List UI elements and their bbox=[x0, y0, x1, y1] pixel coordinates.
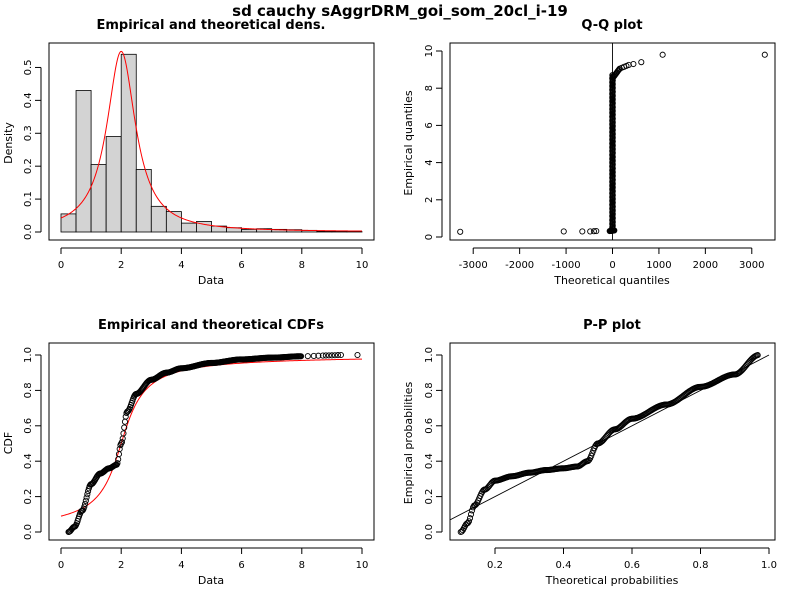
density-y-label: Density bbox=[2, 122, 15, 164]
qq-x-label: Theoretical quantiles bbox=[553, 274, 670, 287]
histogram-bar bbox=[151, 206, 166, 232]
histogram-bar bbox=[181, 223, 196, 232]
qq-x-tick-label: -3000 bbox=[459, 260, 488, 271]
density-y-tick-label: 0.2 bbox=[23, 158, 34, 174]
pp-y-label: Empirical probabilities bbox=[402, 382, 415, 505]
density-x-tick-label: 8 bbox=[299, 260, 305, 271]
histogram-bar bbox=[317, 231, 332, 232]
qq-x-tick-label: -2000 bbox=[505, 260, 534, 271]
qq-y-tick-label: 10 bbox=[424, 45, 435, 58]
cdf-point bbox=[122, 419, 127, 424]
cdf-y-tick-label: 0.8 bbox=[23, 382, 34, 398]
density-y-tick-label: 0.3 bbox=[23, 125, 34, 141]
cdf-y-tick-label: 0.0 bbox=[23, 524, 34, 540]
qq-y-tick-label: 6 bbox=[424, 122, 435, 128]
cdf-y-tick-label: 1.0 bbox=[23, 347, 34, 363]
density-x-tick-label: 0 bbox=[58, 260, 64, 271]
pp-x-tick-label: 0.2 bbox=[487, 560, 503, 571]
qq-y-label: Empirical quantiles bbox=[402, 90, 415, 195]
density-y-tick-label: 0.0 bbox=[23, 224, 34, 240]
cdf-y-tick-label: 0.6 bbox=[23, 418, 34, 434]
density-y-tick-label: 0.1 bbox=[23, 191, 34, 207]
histogram-bar bbox=[91, 165, 106, 232]
pp-x-label: Theoretical probabilities bbox=[545, 574, 679, 587]
density-x-label: Data bbox=[198, 274, 224, 287]
density-x-tick-label: 10 bbox=[356, 260, 369, 271]
qq-y-tick-label: 2 bbox=[424, 197, 435, 203]
pp-y-tick-label: 0.4 bbox=[424, 453, 435, 469]
pp-x-tick-label: 0.6 bbox=[624, 560, 640, 571]
histogram-bar bbox=[242, 229, 257, 232]
pp-x-tick-label: 0.4 bbox=[556, 560, 572, 571]
pp-y-tick-label: 0.6 bbox=[424, 418, 435, 434]
cdf-y-label: CDF bbox=[2, 432, 15, 454]
cdf-x-tick-label: 8 bbox=[299, 560, 305, 571]
qq-x-tick-label: -1000 bbox=[552, 260, 581, 271]
cdf-x-tick-label: 2 bbox=[118, 560, 124, 571]
qq-panel: Q-Q plot Theoretical quantiles Empirical… bbox=[402, 18, 775, 287]
pp-y-tick-label: 0.0 bbox=[424, 524, 435, 540]
cdf-y-tick-label: 0.4 bbox=[23, 453, 34, 469]
pp-title: P-P plot bbox=[583, 318, 641, 333]
density-x-tick-label: 2 bbox=[118, 260, 124, 271]
cdf-point bbox=[355, 352, 360, 357]
histogram-bar bbox=[332, 231, 347, 232]
cdf-x-tick-label: 4 bbox=[178, 560, 184, 571]
histogram-bar bbox=[76, 90, 91, 232]
pp-y-tick-label: 0.8 bbox=[424, 382, 435, 398]
qq-x-tick-label: 2000 bbox=[693, 260, 718, 271]
cauchy-cdf-curve bbox=[61, 359, 362, 516]
cdf-x-tick-label: 0 bbox=[58, 560, 64, 571]
pp-plot-frame bbox=[450, 343, 775, 540]
histogram-bar bbox=[106, 137, 121, 232]
qq-outlier-point bbox=[458, 229, 463, 234]
density-x-tick-label: 4 bbox=[178, 260, 184, 271]
pp-x-tick-label: 1.0 bbox=[761, 560, 777, 571]
qq-y-tick-label: 4 bbox=[424, 159, 435, 165]
qq-x-tick-label: 3000 bbox=[739, 260, 764, 271]
density-title: Empirical and theoretical dens. bbox=[96, 18, 325, 33]
pp-y-tick-label: 1.0 bbox=[424, 347, 435, 363]
histogram-bar bbox=[136, 169, 151, 232]
qq-outlier-point bbox=[660, 52, 665, 57]
qq-x-tick-label: 1000 bbox=[646, 260, 671, 271]
cdf-x-tick-label: 10 bbox=[356, 560, 369, 571]
cdf-panel: Empirical and theoretical CDFs Data CDF … bbox=[2, 318, 374, 587]
pp-y-tick-label: 0.2 bbox=[424, 489, 435, 505]
cdf-y-tick-label: 0.2 bbox=[23, 489, 34, 505]
cdf-point bbox=[123, 414, 128, 419]
cdf-point bbox=[305, 354, 310, 359]
qq-x-tick-label: 0 bbox=[609, 260, 615, 271]
pp-x-tick-label: 0.8 bbox=[693, 560, 709, 571]
density-x-tick-label: 6 bbox=[238, 260, 244, 271]
qq-outlier-point bbox=[580, 229, 585, 234]
qq-outlier-point bbox=[762, 52, 767, 57]
density-y-tick-label: 0.4 bbox=[23, 92, 34, 108]
density-y-tick-label: 0.5 bbox=[23, 60, 34, 76]
pp-panel: P-P plot Theoretical probabilities Empir… bbox=[402, 318, 777, 587]
qq-y-tick-label: 8 bbox=[424, 85, 435, 91]
qq-y-tick-label: 0 bbox=[424, 234, 435, 240]
qq-title: Q-Q plot bbox=[581, 18, 642, 33]
qq-outlier-point bbox=[639, 60, 644, 65]
qq-outlier-point bbox=[561, 229, 566, 234]
cdf-x-label: Data bbox=[198, 574, 224, 587]
density-panel: Empirical and theoretical dens. Data Den… bbox=[2, 18, 374, 287]
cdf-x-tick-label: 6 bbox=[238, 560, 244, 571]
cdf-plot-frame bbox=[49, 343, 374, 540]
cdf-title: Empirical and theoretical CDFs bbox=[98, 318, 324, 333]
